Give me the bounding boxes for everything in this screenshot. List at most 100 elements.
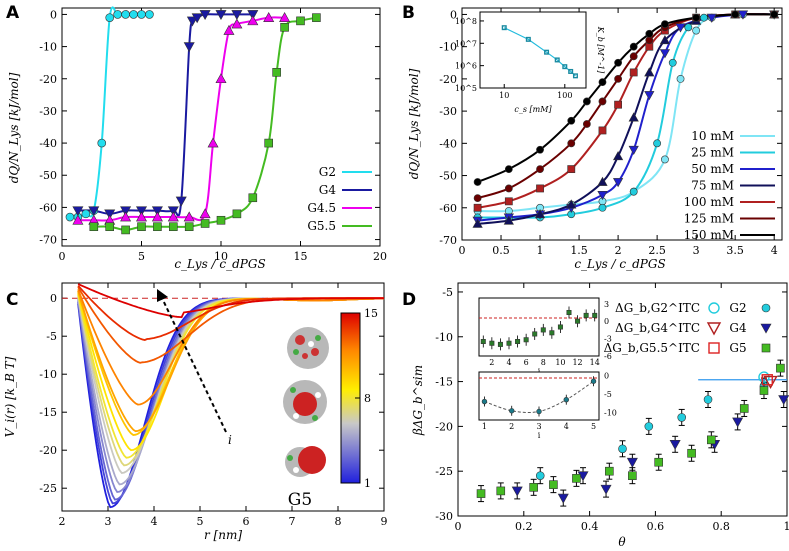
panel-b-point-150 mM	[598, 78, 607, 87]
panel-c-inset-label: G5	[288, 490, 312, 510]
panel-b-points	[472, 9, 780, 228]
panel-c-arrow-head	[157, 289, 168, 302]
panel-d-itc-point-G4	[763, 375, 778, 390]
panel-d-legend-open-marker	[706, 322, 722, 336]
panel-d-point-G4	[626, 457, 638, 468]
panel-d-inset2-point	[590, 378, 597, 384]
panel-d-inset1-point	[506, 340, 512, 346]
panel-b-xtick-label: 4	[771, 244, 778, 257]
panel-d-inset1-ytick-label: 3	[604, 300, 609, 309]
panel-d-inset1-xtick-label: 4	[506, 358, 511, 367]
panel-d-point-G5	[654, 457, 663, 467]
panel-b-ytick-label: -50	[439, 170, 457, 183]
panel-d-inset1-ytick-label: -6	[604, 352, 612, 361]
panel-a-point-G2	[129, 10, 138, 19]
panel-d-point-G5	[759, 386, 769, 395]
panel-d-inset1-xtick-label: 10	[555, 358, 565, 367]
panel-a-point-G5.5	[264, 138, 274, 148]
panel-b-point-10 mM	[692, 26, 701, 35]
panel-a-curve-G4.5	[77, 16, 285, 222]
panel-b-point-25 mM	[684, 23, 693, 32]
panel-d-point-G2	[677, 413, 687, 422]
panel-a-point-G5.5	[216, 215, 226, 225]
panel-a-label: A	[6, 3, 20, 23]
panel-b-xlabel: c_Lys / c_dPGS	[574, 257, 665, 271]
panel-d-legend-filled-marker	[760, 323, 772, 334]
panel-c-curve-14	[77, 285, 384, 341]
panel-b-point-100 mM	[473, 203, 482, 212]
panel-d-inset2-ytick-label: -5	[604, 390, 612, 399]
panel-a-point-G5.5	[248, 193, 258, 203]
panel-d-point-G5	[628, 471, 637, 480]
panel-d-ylabel: βΔG_b^sim	[411, 365, 425, 436]
panel-a-point-G4.5	[215, 73, 227, 84]
panel-b-legend-label: 125 mM	[684, 212, 734, 226]
panel-b-label: B	[402, 3, 415, 23]
panel-b-point-125 mM	[629, 52, 638, 61]
panel-b-xtick-label: 0	[459, 244, 466, 257]
panel-b-point-50 mM	[644, 91, 655, 101]
panel-c-curve-11	[77, 290, 385, 433]
panel-d-inset2-point	[509, 408, 515, 414]
panel-d-point-G5	[605, 466, 614, 476]
panel-a-legend-label: G4.5	[307, 201, 336, 215]
panel-c-xtick-label: 4	[151, 515, 158, 528]
panel-d-point-G5	[476, 489, 486, 498]
panel-d-point-G4	[732, 417, 744, 428]
panel-d-point-G2	[644, 422, 654, 431]
panel-b-point-100 mM	[629, 68, 638, 77]
panel-a-ytick-label: -50	[39, 169, 57, 182]
panel-b-point-150 mM	[614, 58, 622, 67]
panel-b-legend-label: 150 mM	[684, 228, 734, 242]
panel-d-inset1-xtick-label: 12	[572, 358, 582, 367]
panel-d-point-G5	[549, 480, 558, 489]
panel-c-ticks: 2 3 4 5 6 7 8 9 0 -5 -10 -15 -20 -25	[39, 283, 388, 528]
panel-a-legend-label: G2	[319, 165, 336, 179]
panel-d-inset1-point	[532, 331, 538, 337]
panel-b-ytick-label: -10	[439, 41, 457, 54]
panel-a-point-G4	[231, 10, 243, 21]
panel-c-ytick-label: -25	[39, 482, 57, 495]
panel-c-xtick-label: 3	[105, 515, 112, 528]
panel-b-inset-ytick-label: 10^7	[455, 39, 477, 48]
panel-c-xlabel: r [nm]	[204, 528, 242, 542]
panel-d-points	[476, 359, 789, 507]
panel-a-point-G4.5	[135, 211, 148, 222]
panel-b-point-25 mM	[653, 139, 662, 148]
panel-d-legend-open-marker	[708, 302, 720, 314]
panel-a-point-G4.5	[223, 24, 235, 35]
panel-a-point-G4.5	[279, 12, 291, 22]
panel-c-curve-12	[77, 288, 385, 406]
panel-b-inset-xtick-label: 10	[499, 91, 509, 100]
panel-b-point-150 mM	[536, 145, 544, 154]
panel-a-ticks: 0 5 10 15 20 0 -10 -20 -30 -40 -50 -60 -70	[39, 8, 387, 263]
panel-d-inset1-point	[549, 330, 555, 336]
panel-d-inset2-content: 1 2 3 4 5 0 -5 -10 i	[481, 372, 617, 440]
panel-a-point-G5.5	[169, 222, 178, 232]
panel-d-inset2-xtick-label: 3	[536, 422, 541, 431]
panel-b-inset-xtick-label: 100	[557, 91, 572, 100]
panel-d-frame	[457, 282, 788, 517]
panel-a-point-G4	[151, 206, 163, 217]
panel-b-inset-point	[572, 73, 578, 79]
panel-d-xtick-label: 1	[784, 520, 789, 533]
panel-b-inset-fit-line	[503, 27, 576, 77]
panel-d-inset2-xlabel: i	[538, 431, 541, 440]
panel-a-point-G4.5	[72, 214, 84, 225]
panel-b: B 0 0.5 1 1.5 2 2.5 3 3.5 4 0 -10 -20 -30 -40 -50 -60 -7…	[402, 3, 783, 271]
molecule-image-top	[287, 327, 329, 369]
panel-b-legend-label: 25 mM	[691, 146, 734, 160]
panel-d-inset1-point	[497, 341, 503, 347]
panel-b-point-150 mM	[473, 178, 482, 186]
panel-d-inset2-point	[563, 396, 569, 403]
panel-b-point-50 mM	[706, 13, 717, 23]
panel-a-xtick-label: 0	[59, 250, 66, 263]
panel-a-point-G2	[113, 10, 122, 19]
panel-a-point-G4	[199, 10, 211, 21]
panel-b-point-150 mM	[661, 20, 669, 29]
panel-b-legend-label: 10 mM	[691, 129, 734, 143]
panel-b-point-150 mM	[629, 42, 638, 51]
panel-a-point-G4	[247, 10, 259, 21]
